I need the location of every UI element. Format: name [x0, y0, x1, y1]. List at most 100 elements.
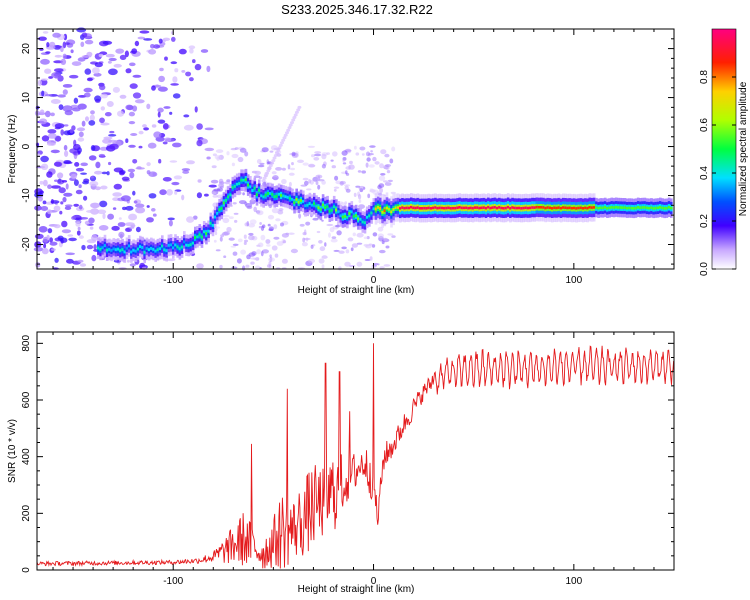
ridge-cell: [352, 214, 356, 218]
speckle-cell: [231, 266, 238, 269]
speckle-cell: [151, 208, 156, 212]
ridge-cell: [656, 206, 660, 210]
ridge-cell: [608, 206, 611, 210]
speckle-cell: [319, 246, 326, 252]
speckle-cell: [213, 239, 217, 243]
speckle-cell: [117, 110, 124, 117]
speckle-cell: [77, 137, 85, 142]
speckle-cell: [128, 121, 136, 125]
ridge-cell: [639, 206, 642, 209]
ridge-cell: [449, 207, 453, 210]
x-tick-label: -100: [163, 275, 183, 286]
speckle-cell: [34, 205, 42, 211]
speckle-cell: [246, 205, 253, 210]
ridge-cell: [562, 206, 565, 209]
speckle-cell: [321, 264, 325, 269]
speckle-cell: [79, 263, 87, 267]
speckle-cell: [48, 76, 53, 79]
speckle-cell: [63, 160, 72, 164]
ridge-cell: [321, 203, 325, 207]
speckle-cell: [60, 58, 67, 65]
ridge-cell: [145, 247, 149, 250]
speckle-cell: [99, 117, 105, 124]
ridge-cell: [540, 206, 543, 209]
speckle-cell: [47, 133, 57, 139]
speckle-cell: [313, 157, 320, 161]
speckle-cell: [335, 224, 341, 228]
speckle-cell: [130, 133, 138, 136]
speckle-cell: [124, 222, 135, 227]
speckle-cell: [268, 228, 274, 232]
y-tick-label: 800: [21, 335, 32, 352]
speckle-cell: [377, 263, 380, 266]
ridge-cell: [427, 206, 431, 210]
ridge-cell: [205, 232, 208, 235]
ridge-cell: [493, 206, 497, 209]
speckle-cell: [302, 237, 306, 243]
speckle-cell: [39, 118, 48, 125]
ridge-cell: [502, 207, 506, 210]
colorbar-tick-label: 0.6: [699, 118, 710, 132]
speckle-cell: [94, 95, 102, 102]
speckle-cell: [275, 167, 283, 171]
speckle-cell: [59, 210, 63, 215]
speckle-cell: [135, 226, 141, 233]
speckle-cell: [321, 180, 326, 185]
ridge-cell: [476, 206, 479, 209]
speckle-cell: [281, 258, 288, 264]
speckle-cell: [230, 245, 237, 248]
speckle-cell: [107, 213, 114, 220]
speckle-cell: [369, 256, 373, 261]
speckle-cell: [109, 130, 115, 134]
speckle-cell: [314, 153, 322, 157]
ridge-cell: [385, 206, 389, 210]
speckle-cell: [223, 231, 231, 236]
speckle-cell: [310, 244, 314, 249]
speckle-cell: [37, 79, 43, 86]
ridge-cell: [529, 206, 532, 210]
ridge-cell: [156, 248, 160, 252]
speckle-cell: [361, 153, 365, 156]
ridge-cell: [564, 206, 567, 209]
speckle-cell: [40, 58, 50, 65]
speckle-cell: [174, 68, 179, 73]
speckle-cell: [49, 241, 58, 246]
speckle-cell: [311, 154, 315, 158]
ridge-cell: [220, 206, 224, 210]
speckle-cell: [102, 40, 113, 45]
speckle-cell: [288, 172, 295, 176]
speckle-cell: [255, 265, 261, 270]
speckle-cell: [356, 232, 364, 238]
speckle-cell: [321, 255, 328, 259]
ridge-cell: [513, 206, 517, 210]
speckle-cell: [206, 65, 211, 73]
speckle-cell: [108, 139, 117, 143]
speckle-cell: [331, 165, 336, 169]
speckle-cell: [222, 217, 230, 224]
ridge-cell: [317, 206, 320, 210]
speckle-cell: [134, 40, 140, 47]
speckle-cell: [243, 241, 247, 245]
ridge-cell: [260, 194, 263, 198]
speckle-cell: [99, 84, 106, 91]
speckle-cell: [125, 68, 132, 74]
speckle-cell: [162, 177, 172, 182]
ridge-cell: [207, 229, 210, 233]
speckle-cell: [359, 146, 366, 151]
speckle-cell: [46, 234, 50, 241]
speckle-cell: [305, 221, 311, 226]
speckle-cell: [70, 49, 74, 54]
ridge-cell: [645, 206, 649, 210]
speckle-cell: [102, 213, 106, 220]
speckle-cell: [282, 240, 287, 244]
speckle-cell: [348, 165, 351, 170]
speckle-cell: [196, 139, 203, 147]
speckle-cell: [290, 167, 295, 171]
speckle-cell: [384, 153, 390, 158]
ridge-cell: [667, 206, 671, 209]
speckle-cell: [45, 51, 51, 54]
ridge-cell: [434, 206, 437, 209]
ridge-cell: [172, 246, 175, 250]
speckle-cell: [90, 110, 95, 115]
ridge-cell: [255, 193, 259, 197]
